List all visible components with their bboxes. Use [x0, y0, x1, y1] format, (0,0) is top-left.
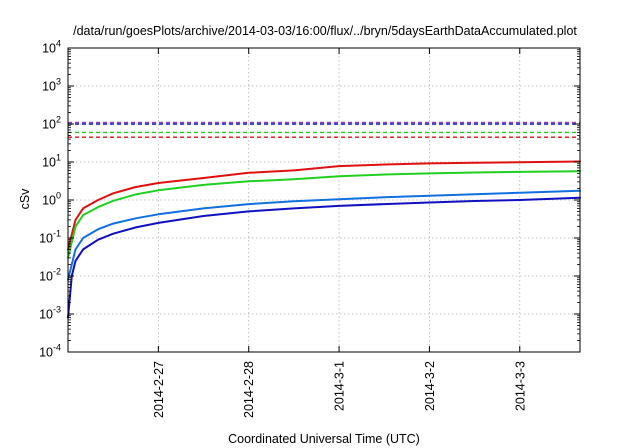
y-tick-exponent: 2	[56, 115, 61, 125]
x-axis-ticks: 2014-2-27 2014-2-28 2014-3-1 2014-3-2 2014-3…	[152, 48, 527, 418]
y-tick-label: 102	[42, 115, 61, 132]
y-tick-label: 10-1	[39, 229, 61, 246]
chart-title: /data/run/goesPlots/archive/2014-03-03/1…	[73, 24, 577, 38]
y-tick-exponent: 4	[56, 39, 61, 49]
y-tick-base: 10	[39, 232, 53, 246]
y-tick-exponent: 3	[56, 77, 61, 87]
y-tick-base: 10	[42, 42, 56, 56]
y-tick-exponent: 0	[56, 191, 61, 201]
y-tick-exponent: 1	[56, 153, 61, 163]
y-tick-base: 10	[39, 308, 53, 322]
series-line	[67, 189, 581, 281]
x-tick-label: 2014-2-27	[152, 361, 166, 418]
threshold-lines	[68, 121, 580, 138]
series-line	[67, 170, 581, 259]
y-tick-exponent: -1	[53, 229, 61, 239]
y-tick-base: 10	[39, 270, 53, 284]
series-line	[67, 160, 581, 251]
y-tick-base: 10	[42, 156, 56, 170]
x-tick-label: 2014-2-28	[242, 361, 256, 418]
y-tick-base: 10	[39, 346, 53, 360]
y-tick-label: 101	[42, 153, 61, 170]
y-tick-exponent: -2	[53, 267, 61, 277]
x-axis-label: Coordinated Universal Time (UTC)	[228, 432, 420, 446]
y-axis-label: cSv	[18, 188, 32, 210]
y-tick-label: 10-2	[39, 267, 61, 284]
series-line	[67, 196, 581, 319]
y-tick-label: 10-3	[39, 305, 61, 322]
y-tick-exponent: -3	[53, 305, 61, 315]
y-tick-base: 10	[42, 194, 56, 208]
y-tick-label: 10-4	[39, 343, 61, 360]
y-tick-base: 10	[42, 118, 56, 132]
y-tick-label: 103	[42, 77, 61, 94]
y-tick-exponent: -4	[53, 343, 61, 353]
series-lines	[67, 160, 581, 319]
y-tick-label: 104	[42, 39, 61, 56]
x-tick-label: 2014-3-1	[333, 361, 347, 411]
y-tick-label: 100	[42, 191, 61, 208]
x-tick-label: 2014-3-3	[513, 361, 527, 411]
y-tick-base: 10	[42, 80, 56, 94]
x-tick-label: 2014-3-2	[423, 361, 437, 411]
